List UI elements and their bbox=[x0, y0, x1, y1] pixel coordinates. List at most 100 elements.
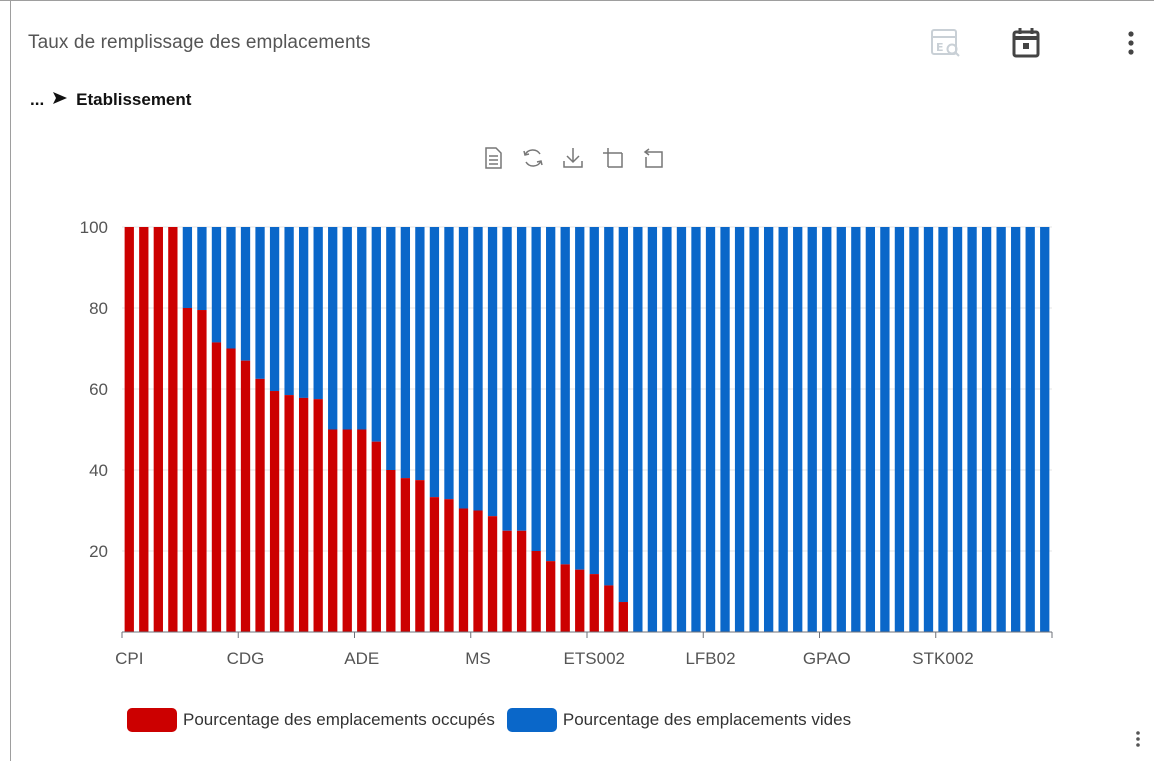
more-vert-icon[interactable] bbox=[1124, 26, 1138, 65]
bar-occupied bbox=[604, 585, 614, 632]
bar-empty bbox=[386, 227, 396, 470]
bar-empty bbox=[298, 227, 309, 398]
bar-occupied bbox=[168, 227, 178, 632]
bar-occupied bbox=[487, 516, 498, 632]
x-tick-label: STK002 bbox=[912, 649, 973, 668]
bar-empty bbox=[705, 227, 716, 632]
bar-empty bbox=[952, 227, 963, 632]
bar-occupied bbox=[473, 510, 483, 632]
bar-occupied bbox=[618, 602, 628, 632]
bar-empty bbox=[444, 227, 454, 500]
bar-empty bbox=[575, 227, 585, 570]
bar-occupied bbox=[153, 227, 163, 632]
bar-occupied bbox=[371, 441, 381, 632]
bar-occupied bbox=[546, 561, 556, 632]
bar-occupied bbox=[182, 308, 193, 632]
bar-empty bbox=[560, 227, 570, 565]
bar-occupied bbox=[357, 429, 367, 632]
bar-empty bbox=[415, 227, 425, 481]
bar-empty bbox=[342, 227, 352, 430]
bar-empty bbox=[851, 227, 861, 632]
bar-empty bbox=[400, 227, 411, 479]
x-tick-label: ETS002 bbox=[564, 649, 625, 668]
chart-legend: Pourcentage des emplacements occupés Pou… bbox=[127, 708, 863, 732]
bar-empty bbox=[429, 227, 440, 498]
bar-empty bbox=[458, 227, 469, 509]
bar-empty bbox=[633, 227, 643, 632]
bar-empty bbox=[662, 227, 672, 632]
bar-empty bbox=[211, 227, 222, 343]
bar-occupied bbox=[429, 497, 440, 632]
bar-empty bbox=[618, 227, 628, 603]
bar-empty bbox=[720, 227, 730, 632]
bar-occupied bbox=[342, 429, 352, 632]
bar-empty bbox=[269, 227, 280, 392]
bar-empty bbox=[604, 227, 614, 586]
frame-top-border bbox=[0, 0, 1154, 1]
bar-empty bbox=[284, 227, 294, 396]
bar-empty bbox=[938, 227, 948, 632]
x-tick-label: LFB02 bbox=[685, 649, 735, 668]
bar-empty bbox=[923, 227, 934, 632]
bar-empty bbox=[763, 227, 774, 632]
breadcrumb-ellipsis[interactable]: ... bbox=[30, 90, 45, 109]
bar-empty bbox=[749, 227, 759, 632]
x-tick-label: CPI bbox=[115, 649, 143, 668]
restore-icon[interactable] bbox=[520, 145, 546, 171]
chart-canvas: CPI CDG ADE MS ETS002 LFB02 GPAO STK002 20 40 60 80… bbox=[80, 218, 1053, 668]
legend-swatch-empty bbox=[506, 708, 557, 732]
bar-occupied bbox=[502, 530, 512, 632]
bar-occupied bbox=[211, 342, 222, 632]
legend-swatch-occupied bbox=[127, 708, 177, 732]
bar-empty bbox=[531, 227, 541, 551]
bar-empty bbox=[1040, 227, 1050, 632]
calendar-icon[interactable] bbox=[1010, 26, 1042, 65]
bar-empty bbox=[807, 227, 817, 632]
bar-occupied bbox=[240, 360, 251, 632]
y-tick-label: 40 bbox=[89, 461, 108, 480]
y-tick-label: 60 bbox=[89, 380, 108, 399]
bar-empty bbox=[676, 227, 687, 632]
bar-empty bbox=[865, 227, 876, 632]
bar-empty bbox=[909, 227, 919, 632]
bar-empty bbox=[647, 227, 658, 632]
resize-more-icon[interactable] bbox=[1134, 730, 1142, 753]
legend-item-occupied[interactable]: Pourcentage des emplacements occupés bbox=[127, 708, 495, 732]
y-tick-label: 80 bbox=[89, 299, 108, 318]
bar-occupied bbox=[589, 574, 599, 632]
bar-empty bbox=[880, 227, 890, 632]
bar-empty bbox=[328, 227, 338, 430]
bar-occupied bbox=[269, 391, 280, 632]
save-image-icon[interactable] bbox=[560, 145, 586, 171]
bar-empty bbox=[371, 227, 381, 442]
bar-empty bbox=[255, 227, 265, 379]
bar-occupied bbox=[531, 551, 541, 632]
legend-item-empty[interactable]: Pourcentage des emplacements vides bbox=[506, 708, 852, 732]
x-tick-label: GPAO bbox=[803, 649, 851, 668]
bar-occupied bbox=[255, 378, 265, 632]
y-tick-label: 100 bbox=[80, 218, 108, 237]
bar-empty bbox=[793, 227, 803, 632]
bar-empty bbox=[357, 227, 367, 430]
bar-occupied bbox=[560, 564, 570, 632]
bar-empty bbox=[502, 227, 512, 531]
bar-empty bbox=[313, 227, 323, 400]
bar-occupied bbox=[328, 429, 338, 632]
zoom-icon[interactable] bbox=[600, 145, 626, 171]
bar-occupied bbox=[400, 478, 411, 632]
bar-occupied bbox=[284, 395, 294, 632]
bar-empty bbox=[516, 227, 527, 531]
bar-empty bbox=[691, 227, 701, 632]
data-view-icon[interactable] bbox=[480, 145, 506, 171]
bar-empty bbox=[182, 227, 193, 308]
table-search-icon[interactable]: E bbox=[930, 26, 964, 65]
bar-empty bbox=[1025, 227, 1035, 632]
legend-label-empty: Pourcentage des emplacements vides bbox=[562, 710, 852, 729]
zoom-reset-icon[interactable] bbox=[640, 145, 666, 171]
x-tick-label: MS bbox=[465, 649, 491, 668]
breadcrumb-current: Etablissement bbox=[76, 90, 192, 109]
bar-occupied bbox=[313, 399, 323, 632]
bar-occupied bbox=[197, 310, 207, 632]
bar-empty bbox=[546, 227, 556, 562]
bar-empty bbox=[226, 227, 236, 349]
